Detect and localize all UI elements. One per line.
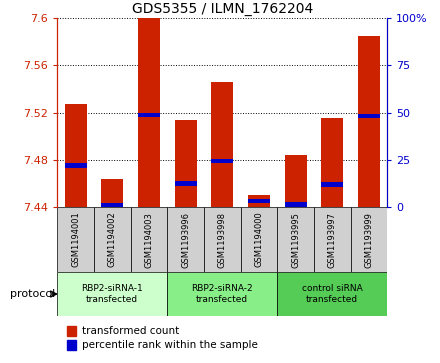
Bar xyxy=(175,181,197,185)
Bar xyxy=(101,179,123,207)
Bar xyxy=(248,195,270,207)
Bar xyxy=(351,207,387,272)
Text: GSM1194002: GSM1194002 xyxy=(108,212,117,268)
Bar xyxy=(175,119,197,207)
Text: GSM1194000: GSM1194000 xyxy=(254,212,264,268)
Bar xyxy=(204,207,241,272)
Bar xyxy=(131,207,167,272)
Bar xyxy=(321,182,343,187)
Bar xyxy=(248,199,270,203)
Text: transformed count: transformed count xyxy=(82,326,179,336)
Bar xyxy=(285,155,307,207)
Text: GSM1193996: GSM1193996 xyxy=(181,212,190,268)
Bar xyxy=(314,207,351,272)
Bar xyxy=(285,202,307,207)
Text: RBP2-siRNA-2
transfected: RBP2-siRNA-2 transfected xyxy=(191,284,253,304)
Bar xyxy=(67,326,77,336)
Text: GSM1193999: GSM1193999 xyxy=(364,212,374,268)
Text: RBP2-siRNA-1
transfected: RBP2-siRNA-1 transfected xyxy=(81,284,143,304)
Bar xyxy=(138,18,160,207)
Text: control siRNA
transfected: control siRNA transfected xyxy=(302,284,363,304)
Bar xyxy=(211,159,233,163)
Text: GSM1193998: GSM1193998 xyxy=(218,212,227,268)
Bar xyxy=(65,104,87,207)
Bar xyxy=(241,207,277,272)
Bar xyxy=(65,163,87,168)
Bar xyxy=(167,207,204,272)
Text: GSM1193995: GSM1193995 xyxy=(291,212,300,268)
Text: protocol: protocol xyxy=(10,289,55,299)
Bar xyxy=(57,272,167,316)
Bar xyxy=(57,207,94,272)
Bar xyxy=(358,36,380,207)
Bar xyxy=(358,114,380,118)
Bar xyxy=(94,207,131,272)
Bar xyxy=(277,272,387,316)
Title: GDS5355 / ILMN_1762204: GDS5355 / ILMN_1762204 xyxy=(132,2,313,16)
Text: percentile rank within the sample: percentile rank within the sample xyxy=(82,340,258,350)
Bar xyxy=(167,272,277,316)
Bar xyxy=(138,113,160,117)
Bar xyxy=(101,203,123,208)
Bar xyxy=(277,207,314,272)
Text: GSM1193997: GSM1193997 xyxy=(328,212,337,268)
Text: GSM1194003: GSM1194003 xyxy=(144,212,154,268)
Text: GSM1194001: GSM1194001 xyxy=(71,212,80,268)
Bar xyxy=(67,340,77,350)
Bar xyxy=(321,118,343,207)
Bar xyxy=(211,82,233,207)
